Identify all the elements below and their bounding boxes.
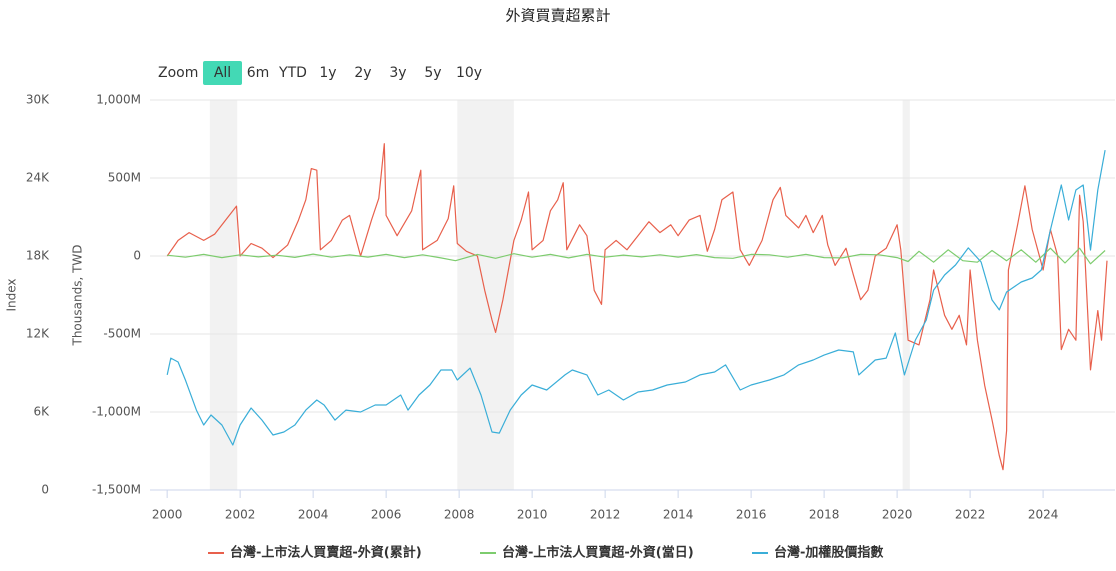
zoom-label: Zoom <box>158 65 198 81</box>
legend-label[interactable]: 台灣-加權股價指數 <box>774 545 883 561</box>
range-button[interactable]: 3y <box>389 65 406 81</box>
y-tick-label: 500M <box>108 171 141 185</box>
x-tick-label: 2012 <box>590 508 621 522</box>
x-tick-label: 2024 <box>1028 508 1059 522</box>
x-tick-label: 2002 <box>225 508 256 522</box>
range-button[interactable]: 6m <box>247 65 270 81</box>
series-line <box>167 247 1106 265</box>
plot-band <box>209 100 238 490</box>
x-tick-label: 2006 <box>371 508 402 522</box>
legend-label[interactable]: 台灣-上市法人買賣超-外資(累計) <box>230 545 422 561</box>
range-button[interactable]: 2y <box>354 65 371 81</box>
y2-tick-label: 18K <box>26 249 50 263</box>
range-button[interactable]: YTD <box>278 65 307 81</box>
y-tick-label: 0 <box>133 249 141 263</box>
x-tick-label: 2014 <box>663 508 694 522</box>
range-button[interactable]: All <box>214 65 231 81</box>
x-tick-label: 2000 <box>152 508 183 522</box>
y2-tick-label: 30K <box>26 93 50 107</box>
legend-label[interactable]: 台灣-上市法人買賣超-外資(當日) <box>502 545 694 561</box>
range-button[interactable]: 10y <box>456 65 482 81</box>
y-tick-label: 1,000M <box>96 93 141 107</box>
series-line <box>166 149 1106 446</box>
y-tick-label: -1,000M <box>92 405 141 419</box>
y-tick-label: -500M <box>103 327 141 341</box>
series-line <box>166 143 1108 471</box>
y2-tick-label: 0 <box>41 483 49 497</box>
plot-band <box>902 100 910 490</box>
x-tick-label: 2004 <box>298 508 329 522</box>
range-button-bg[interactable] <box>203 61 242 85</box>
x-tick-label: 2016 <box>736 508 767 522</box>
y-axis-title: Thousands, TWD <box>71 244 85 346</box>
x-tick-label: 2020 <box>882 508 913 522</box>
y2-tick-label: 12K <box>26 327 50 341</box>
y2-tick-label: 24K <box>26 171 50 185</box>
x-tick-label: 2008 <box>444 508 475 522</box>
range-button[interactable]: 5y <box>424 65 441 81</box>
x-tick-label: 2018 <box>809 508 840 522</box>
range-button[interactable]: 1y <box>319 65 336 81</box>
x-tick-label: 2022 <box>955 508 986 522</box>
y2-tick-label: 6K <box>33 405 50 419</box>
x-tick-label: 2010 <box>517 508 548 522</box>
y-tick-label: -1,500M <box>92 483 141 497</box>
y2-axis-title: Index <box>5 278 19 311</box>
chart-title: 外資買賣超累計 <box>505 7 610 25</box>
